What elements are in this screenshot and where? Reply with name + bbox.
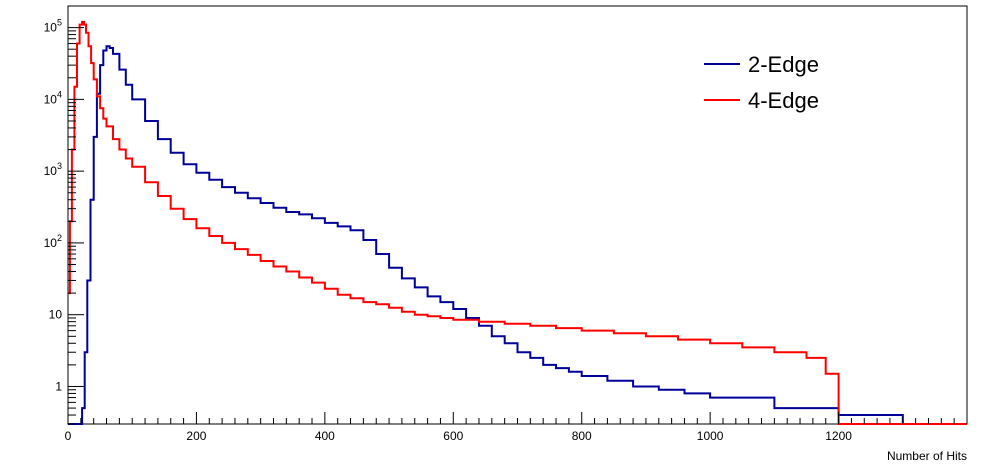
x-axis-title: Number of Hits [887,449,967,463]
y-tick-label: 105 [44,18,62,35]
legend-label: 4-Edge [748,88,819,113]
series-layer [68,20,967,425]
series-line-0 [68,45,967,425]
x-tick-label: 0 [65,429,72,443]
y-tick-label: 104 [44,89,62,106]
x-tick-label: 800 [572,429,592,443]
ticks-layer [67,5,968,425]
y-tick-label: 103 [44,161,62,178]
legend: 2-Edge 4-Edge [704,52,819,113]
x-tick-label: 200 [186,429,206,443]
y-tick-label: 1 [55,379,62,393]
y-tick-label: 102 [44,233,62,250]
series-line-1 [68,20,967,425]
x-tick-label: 400 [315,429,335,443]
legend-label: 2-Edge [748,52,819,77]
y-tick-label: 10 [49,308,63,322]
x-tick-label: 600 [443,429,463,443]
x-tick-label: 1200 [825,429,852,443]
tick-labels-layer: 0 200 400 600 800 1000 1200 1 10 102 103 104 105 [44,18,853,443]
x-tick-label: 1000 [697,429,724,443]
